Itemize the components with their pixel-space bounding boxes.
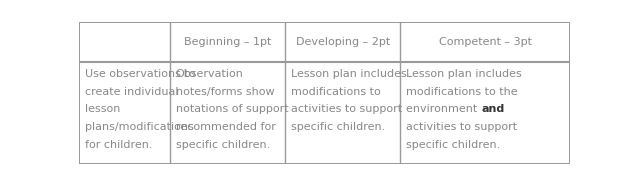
Text: Lesson plan includes: Lesson plan includes (291, 69, 407, 79)
Text: for children.: for children. (85, 140, 153, 150)
Text: activities to support: activities to support (291, 104, 402, 114)
Text: notes/forms show: notes/forms show (176, 86, 274, 97)
Text: Developing – 2pt: Developing – 2pt (296, 37, 390, 47)
Text: activities to support: activities to support (406, 122, 517, 132)
Text: Beginning – 1pt: Beginning – 1pt (184, 37, 271, 47)
Text: and: and (481, 104, 505, 114)
Text: modifications to: modifications to (291, 86, 381, 97)
Text: plans/modifications: plans/modifications (85, 122, 194, 132)
Text: specific children.: specific children. (406, 140, 501, 150)
Text: environment: environment (406, 104, 481, 114)
Text: modifications to the: modifications to the (406, 86, 518, 97)
Text: Use observations to: Use observations to (85, 69, 196, 79)
Text: specific children.: specific children. (291, 122, 385, 132)
Text: create individual: create individual (85, 86, 179, 97)
Text: recommended for: recommended for (176, 122, 275, 132)
Text: Observation: Observation (176, 69, 244, 79)
Text: Competent – 3pt: Competent – 3pt (439, 37, 532, 47)
Text: specific children.: specific children. (176, 140, 270, 150)
Text: Lesson plan includes: Lesson plan includes (406, 69, 522, 79)
Text: lesson: lesson (85, 104, 120, 114)
Text: notations of support: notations of support (176, 104, 289, 114)
